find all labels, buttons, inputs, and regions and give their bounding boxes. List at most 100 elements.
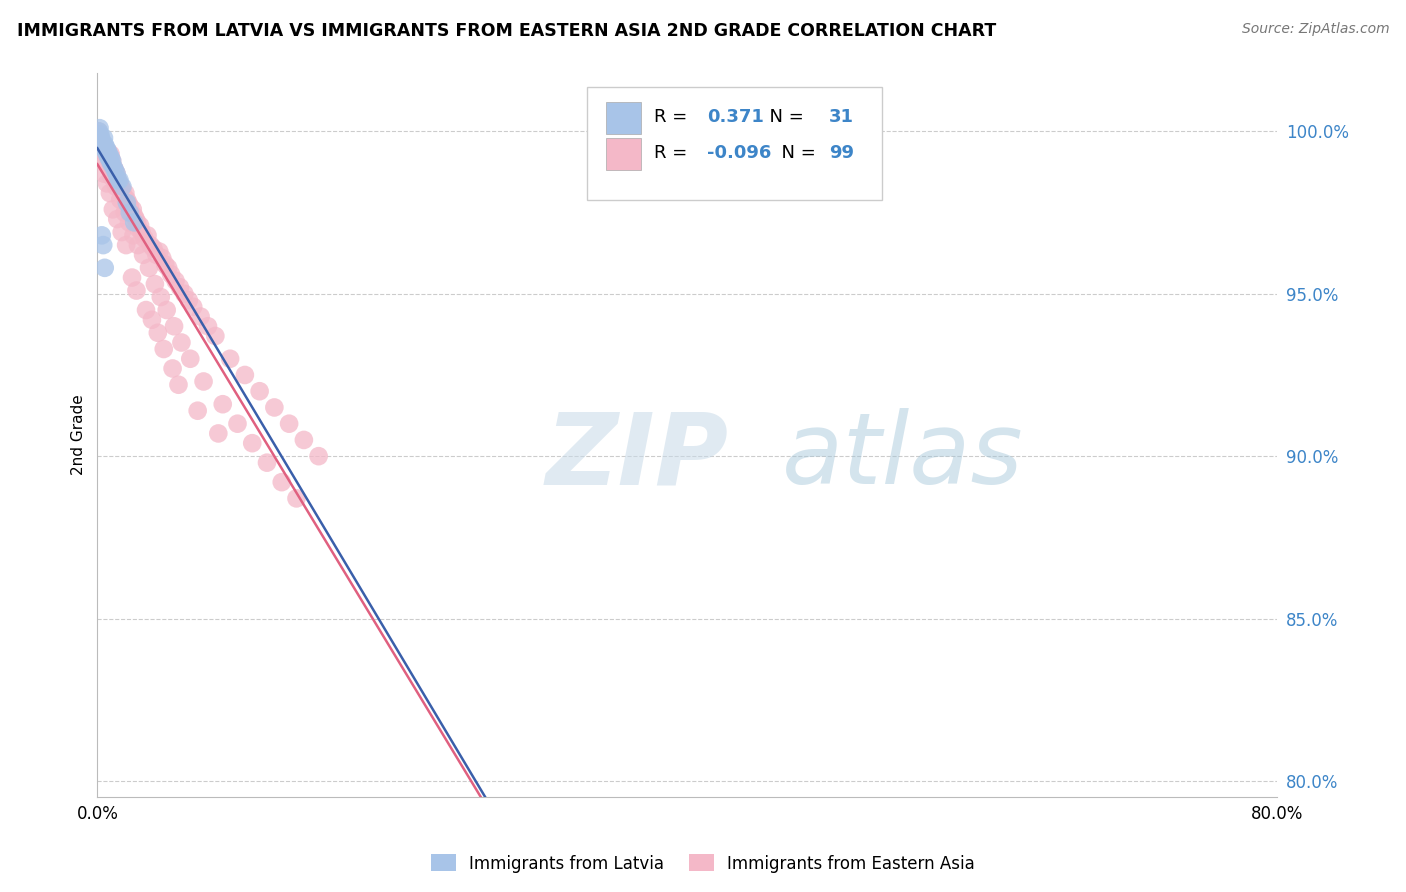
Point: [98, 153, 121, 168]
Point: [91, 137, 114, 152]
Point: [91, 141, 114, 155]
Point: [249, 384, 271, 399]
Point: [110, 193, 132, 207]
Point: [110, 179, 132, 194]
Point: [177, 293, 200, 308]
Point: [173, 286, 195, 301]
Point: [90, 134, 112, 148]
Point: [122, 209, 145, 223]
Point: [108, 177, 131, 191]
Point: [143, 277, 166, 291]
Point: [131, 225, 153, 239]
Point: [142, 241, 165, 255]
Point: [155, 258, 177, 272]
Point: [219, 351, 242, 366]
Text: N =: N =: [770, 145, 821, 162]
Point: [146, 326, 169, 340]
Point: [89, 128, 111, 142]
Point: [112, 189, 135, 203]
Point: [115, 193, 138, 207]
Point: [120, 205, 142, 219]
Point: [129, 219, 152, 233]
Point: [145, 248, 167, 262]
Point: [165, 274, 187, 288]
Point: [96, 141, 118, 155]
Point: [118, 215, 141, 229]
Point: [169, 280, 191, 294]
Point: [93, 167, 115, 181]
Point: [107, 173, 129, 187]
Point: [93, 137, 115, 152]
Point: [90, 134, 112, 148]
Point: [111, 179, 134, 194]
Text: N =: N =: [758, 108, 810, 126]
Point: [100, 169, 122, 184]
Point: [98, 150, 121, 164]
Point: [97, 150, 120, 164]
Point: [90, 131, 112, 145]
Point: [132, 248, 155, 262]
Point: [89, 121, 111, 136]
Point: [87, 124, 110, 138]
Point: [103, 160, 125, 174]
FancyBboxPatch shape: [606, 102, 641, 134]
Point: [125, 212, 148, 227]
Point: [157, 260, 180, 275]
Point: [211, 397, 233, 411]
Point: [233, 368, 256, 382]
Point: [94, 144, 117, 158]
Point: [122, 215, 145, 229]
Text: 31: 31: [830, 108, 853, 126]
Point: [127, 215, 149, 229]
Text: ZIP: ZIP: [546, 409, 728, 505]
Point: [163, 319, 186, 334]
Point: [240, 436, 263, 450]
Point: [91, 141, 114, 155]
Text: 99: 99: [830, 145, 853, 162]
Point: [104, 163, 127, 178]
Point: [162, 361, 184, 376]
Point: [121, 202, 143, 217]
Text: 0.371: 0.371: [707, 108, 765, 126]
Point: [270, 475, 292, 490]
Point: [150, 251, 173, 265]
Y-axis label: 2nd Grade: 2nd Grade: [72, 394, 86, 475]
Point: [134, 231, 156, 245]
Point: [100, 150, 122, 164]
Point: [308, 449, 330, 463]
Point: [278, 417, 301, 431]
Point: [89, 131, 111, 145]
Point: [90, 228, 112, 243]
Point: [128, 222, 150, 236]
Point: [135, 303, 157, 318]
Point: [292, 433, 315, 447]
Point: [170, 335, 193, 350]
Point: [94, 157, 117, 171]
FancyBboxPatch shape: [606, 138, 641, 170]
Point: [226, 417, 249, 431]
Point: [100, 147, 122, 161]
Point: [148, 244, 170, 259]
Point: [97, 144, 120, 158]
Point: [93, 141, 115, 155]
Point: [181, 300, 204, 314]
Point: [152, 342, 174, 356]
FancyBboxPatch shape: [588, 87, 882, 200]
Point: [149, 290, 172, 304]
Point: [101, 153, 124, 168]
Point: [167, 377, 190, 392]
Point: [156, 303, 179, 318]
Point: [263, 401, 285, 415]
Point: [204, 329, 226, 343]
Point: [101, 153, 124, 168]
Point: [122, 228, 145, 243]
Point: [111, 225, 134, 239]
Point: [160, 268, 183, 282]
Point: [118, 205, 141, 219]
Point: [96, 147, 118, 161]
Text: Source: ZipAtlas.com: Source: ZipAtlas.com: [1241, 22, 1389, 37]
Point: [114, 186, 136, 201]
Point: [115, 238, 138, 252]
Point: [125, 284, 148, 298]
Legend: Immigrants from Latvia, Immigrants from Eastern Asia: Immigrants from Latvia, Immigrants from …: [425, 847, 981, 880]
